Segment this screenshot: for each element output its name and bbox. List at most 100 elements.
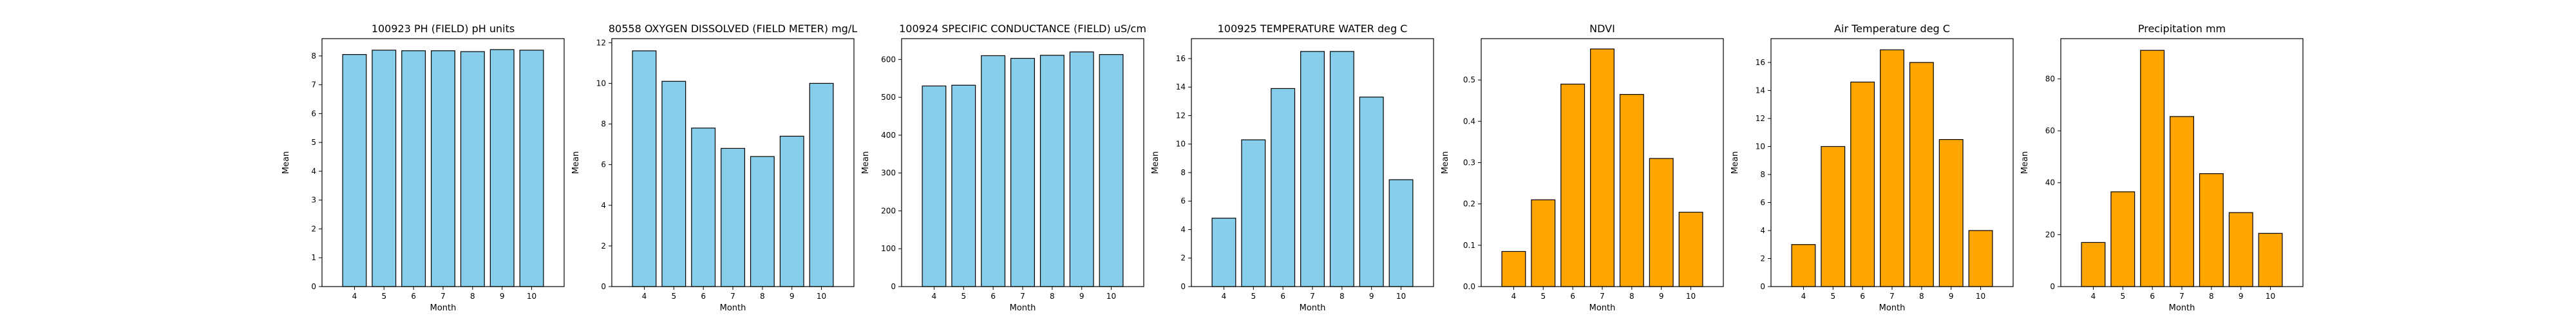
bar bbox=[342, 54, 367, 287]
x-tick-label: 7 bbox=[730, 292, 735, 301]
y-tick-label: 12 bbox=[596, 38, 606, 47]
x-tick-label: 4 bbox=[2091, 292, 2096, 301]
y-tick-label: 12 bbox=[1176, 111, 1186, 120]
x-tick-label: 7 bbox=[1020, 292, 1025, 301]
y-tick-label: 300 bbox=[881, 169, 896, 178]
bar bbox=[1271, 88, 1296, 287]
chart-title: 100924 SPECIFIC CONDUCTANCE (FIELD) uS/c… bbox=[899, 23, 1146, 35]
x-tick-label: 8 bbox=[2209, 292, 2214, 301]
y-tick-label: 0 bbox=[1760, 282, 1765, 291]
x-axis-label: Month bbox=[720, 303, 746, 313]
y-tick-label: 0.2 bbox=[1463, 200, 1475, 209]
y-tick-label: 0.0 bbox=[1463, 282, 1475, 291]
bar bbox=[1099, 54, 1124, 287]
bar bbox=[750, 156, 775, 287]
y-tick-label: 2 bbox=[1180, 254, 1186, 263]
x-axis-label: Month bbox=[430, 303, 457, 313]
x-tick-label: 4 bbox=[1511, 292, 1517, 301]
x-tick-label: 6 bbox=[990, 292, 996, 301]
axes-frame bbox=[1770, 38, 2014, 287]
axes-frame bbox=[1191, 38, 1434, 287]
y-tick-label: 20 bbox=[2045, 230, 2055, 239]
x-tick-label: 10 bbox=[1396, 292, 1406, 301]
bar bbox=[1850, 81, 1875, 287]
bar bbox=[519, 50, 544, 287]
y-tick-label: 10 bbox=[1176, 140, 1186, 149]
y-tick-label: 600 bbox=[881, 55, 896, 64]
x-axis-label: Month bbox=[1879, 303, 1906, 313]
bar bbox=[2258, 232, 2283, 287]
y-tick-label: 2 bbox=[601, 242, 606, 251]
x-tick-label: 5 bbox=[1540, 292, 1546, 301]
y-tick-label: 0 bbox=[311, 282, 316, 291]
y-tick-label: 6 bbox=[1760, 198, 1765, 207]
x-tick-label: 8 bbox=[470, 292, 475, 301]
x-tick-label: 5 bbox=[961, 292, 966, 301]
chart-title: Air Temperature deg C bbox=[1834, 23, 1950, 35]
axes-frame bbox=[901, 38, 1144, 287]
bar bbox=[489, 49, 515, 287]
bar bbox=[1010, 57, 1035, 287]
bar bbox=[691, 128, 716, 287]
y-tick-label: 7 bbox=[311, 80, 316, 90]
bar bbox=[1619, 94, 1644, 287]
bar bbox=[661, 80, 687, 287]
x-tick-label: 6 bbox=[1570, 292, 1575, 301]
x-tick-label: 5 bbox=[1251, 292, 1256, 301]
x-tick-label: 9 bbox=[1369, 292, 1374, 301]
x-tick-label: 4 bbox=[1222, 292, 1227, 301]
y-tick-label: 6 bbox=[601, 160, 606, 169]
y-tick-label: 40 bbox=[2045, 178, 2055, 187]
x-axis-label: Month bbox=[2169, 303, 2195, 313]
y-tick-label: 0.5 bbox=[1463, 75, 1475, 84]
y-tick-label: 0.3 bbox=[1463, 158, 1475, 167]
y-tick-label: 2 bbox=[311, 224, 316, 233]
x-tick-label: 4 bbox=[352, 292, 357, 301]
bar bbox=[1359, 97, 1384, 287]
x-tick-label: 10 bbox=[1106, 292, 1116, 301]
bar bbox=[1649, 158, 1674, 287]
bar bbox=[1531, 199, 1556, 287]
bar bbox=[809, 82, 834, 287]
x-tick-label: 10 bbox=[817, 292, 826, 301]
bar bbox=[1791, 244, 1816, 287]
x-axis-label: Month bbox=[1300, 303, 1326, 313]
y-tick-label: 8 bbox=[1760, 170, 1765, 179]
x-tick-label: 8 bbox=[1629, 292, 1634, 301]
bar bbox=[1678, 211, 1703, 287]
bar bbox=[1211, 218, 1236, 287]
y-tick-label: 80 bbox=[2045, 74, 2055, 83]
x-tick-label: 5 bbox=[1830, 292, 1835, 301]
x-tick-label: 10 bbox=[1686, 292, 1696, 301]
x-tick-label: 7 bbox=[1310, 292, 1315, 301]
bar bbox=[2140, 50, 2165, 287]
y-tick-label: 8 bbox=[311, 52, 316, 61]
bar bbox=[779, 135, 804, 287]
x-axis-label: Month bbox=[1010, 303, 1036, 313]
x-tick-label: 5 bbox=[671, 292, 676, 301]
y-tick-label: 6 bbox=[1180, 196, 1186, 205]
x-tick-label: 7 bbox=[1600, 292, 1605, 301]
bar bbox=[1560, 83, 1586, 287]
y-tick-label: 2 bbox=[1760, 254, 1765, 263]
y-tick-label: 10 bbox=[596, 79, 606, 88]
y-tick-label: 0.4 bbox=[1463, 117, 1475, 126]
y-tick-label: 5 bbox=[311, 138, 316, 147]
y-tick-label: 8 bbox=[1180, 168, 1186, 177]
chart-title: 100925 TEMPERATURE WATER deg C bbox=[1218, 23, 1408, 35]
y-tick-label: 4 bbox=[1180, 225, 1186, 234]
axes-frame bbox=[611, 38, 855, 287]
x-tick-label: 9 bbox=[1949, 292, 1954, 301]
y-tick-label: 500 bbox=[881, 93, 896, 102]
x-tick-label: 9 bbox=[790, 292, 795, 301]
x-tick-label: 7 bbox=[1889, 292, 1895, 301]
y-axis-label: Mean bbox=[1730, 151, 1740, 174]
x-tick-label: 9 bbox=[2239, 292, 2244, 301]
x-tick-label: 4 bbox=[642, 292, 647, 301]
y-tick-label: 4 bbox=[601, 201, 606, 210]
bar bbox=[2170, 116, 2194, 287]
y-tick-label: 200 bbox=[881, 206, 896, 215]
y-axis-label: Mean bbox=[1151, 151, 1160, 174]
bar bbox=[1880, 49, 1904, 287]
